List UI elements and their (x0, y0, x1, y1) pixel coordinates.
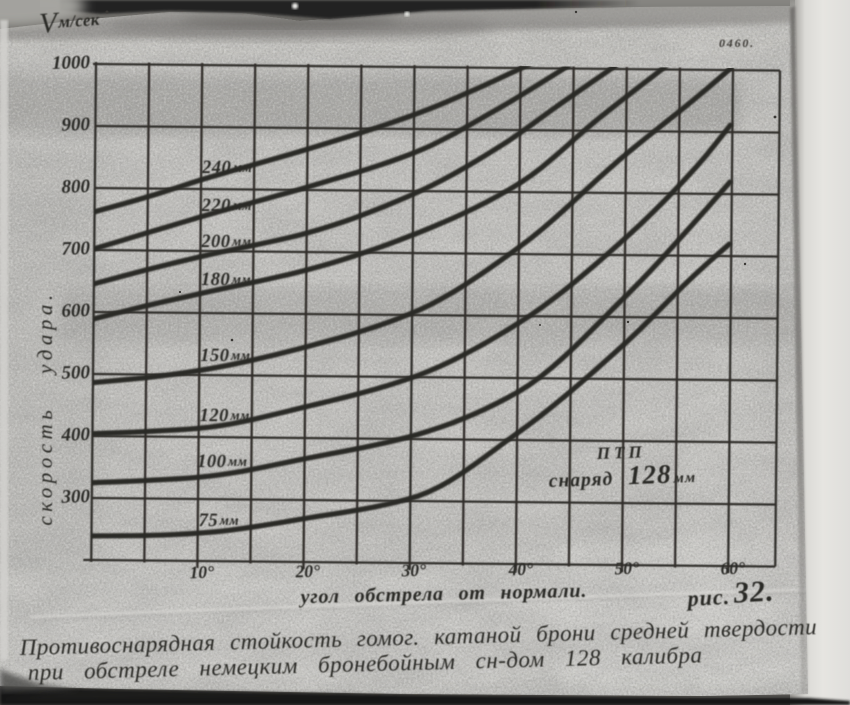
svg-text:800: 800 (61, 176, 91, 198)
svg-text:V: V (38, 7, 61, 40)
svg-text:0460.: 0460. (719, 36, 755, 50)
svg-text:40°: 40° (507, 559, 533, 580)
svg-text:900: 900 (61, 114, 91, 136)
svg-text:1000: 1000 (52, 52, 91, 74)
svg-text:300: 300 (60, 486, 91, 508)
svg-text:30°: 30° (400, 560, 426, 581)
svg-text:50°: 50° (614, 558, 639, 579)
svg-text:ПТП: ПТП (595, 442, 645, 463)
svg-text:20°: 20° (294, 561, 320, 582)
svg-text:120мм: 120мм (200, 406, 250, 426)
svg-text:200мм: 200мм (200, 232, 251, 252)
svg-text:180мм: 180мм (201, 270, 251, 290)
svg-text:100мм: 100мм (197, 452, 247, 472)
svg-text:10°: 10° (189, 562, 214, 583)
svg-text:220мм: 220мм (201, 196, 252, 216)
svg-text:150мм: 150мм (200, 346, 250, 366)
svg-text:700: 700 (61, 238, 91, 260)
svg-text:400: 400 (60, 424, 91, 446)
svg-text:60°: 60° (720, 558, 745, 579)
svg-text:скорость удара.: скорость удара. (33, 290, 57, 525)
svg-text:240мм: 240мм (201, 158, 252, 178)
svg-text:600: 600 (61, 300, 91, 322)
svg-text:75мм: 75мм (199, 511, 240, 531)
svg-text:500: 500 (61, 362, 91, 384)
svg-text:м/сек: м/сек (57, 10, 101, 32)
